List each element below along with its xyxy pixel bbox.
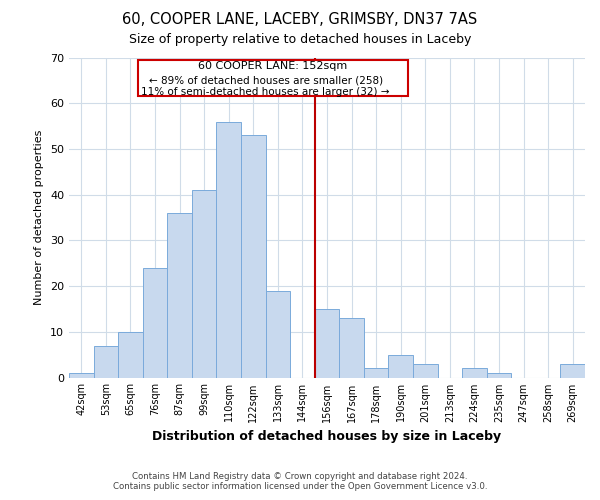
Text: Contains HM Land Registry data © Crown copyright and database right 2024.
Contai: Contains HM Land Registry data © Crown c…: [113, 472, 487, 491]
Bar: [462, 368, 487, 378]
Text: 60, COOPER LANE, LACEBY, GRIMSBY, DN37 7AS: 60, COOPER LANE, LACEBY, GRIMSBY, DN37 7…: [122, 12, 478, 28]
Bar: [364, 368, 388, 378]
FancyBboxPatch shape: [138, 60, 408, 96]
Text: 11% of semi-detached houses are larger (32) →: 11% of semi-detached houses are larger (…: [142, 87, 390, 97]
Y-axis label: Number of detached properties: Number of detached properties: [34, 130, 44, 305]
Bar: [487, 373, 511, 378]
Bar: [413, 364, 437, 378]
Bar: [217, 122, 241, 378]
Bar: [192, 190, 217, 378]
Bar: [315, 309, 339, 378]
Bar: [241, 135, 266, 378]
Bar: [167, 213, 192, 378]
Bar: [266, 290, 290, 378]
Bar: [69, 373, 94, 378]
Bar: [339, 318, 364, 378]
X-axis label: Distribution of detached houses by size in Laceby: Distribution of detached houses by size …: [152, 430, 502, 443]
Text: 60 COOPER LANE: 152sqm: 60 COOPER LANE: 152sqm: [199, 60, 347, 70]
Bar: [560, 364, 585, 378]
Text: ← 89% of detached houses are smaller (258): ← 89% of detached houses are smaller (25…: [149, 76, 383, 86]
Bar: [94, 346, 118, 378]
Bar: [388, 354, 413, 378]
Text: Size of property relative to detached houses in Laceby: Size of property relative to detached ho…: [129, 32, 471, 46]
Bar: [118, 332, 143, 378]
Bar: [143, 268, 167, 378]
